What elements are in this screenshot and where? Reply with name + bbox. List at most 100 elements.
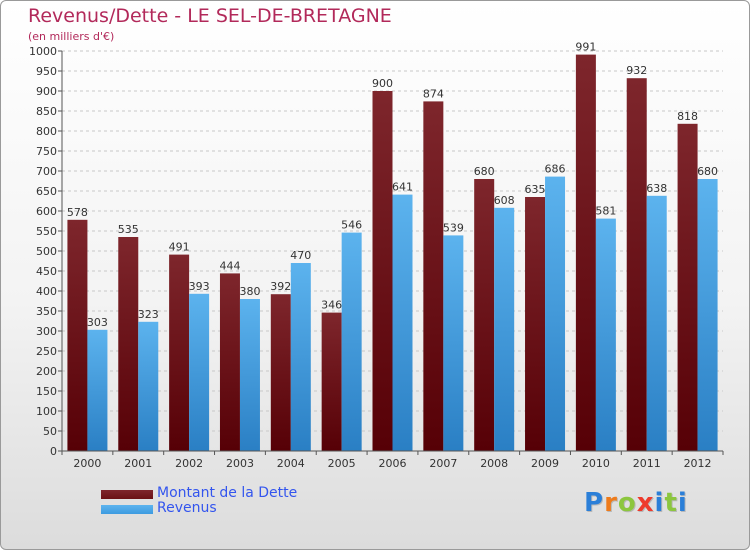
data-label-revenus: 303 <box>87 316 108 329</box>
y-tick-label: 800 <box>36 125 57 138</box>
legend-swatch-dette <box>101 490 153 499</box>
bar-dette <box>525 197 546 451</box>
data-label-dette: 635 <box>525 183 546 196</box>
data-label-revenus: 608 <box>494 194 515 207</box>
bar-chart: 0 50 100 150 200 250 300 350 400 450 500 550 600 650 7… <box>29 41 724 470</box>
chart-title: Revenus/Dette - LE SEL-DE-BRETAGNE <box>28 5 392 27</box>
bar-revenus <box>494 207 515 451</box>
data-label-dette: 991 <box>575 41 596 54</box>
x-tick-label: 2003 <box>226 457 254 470</box>
data-label-dette: 900 <box>372 77 393 90</box>
bar-dette <box>677 123 698 452</box>
x-tick-label: 2002 <box>175 457 203 470</box>
bar-revenus <box>87 329 108 451</box>
y-tick-label: 50 <box>43 425 57 438</box>
bar-revenus <box>697 179 718 451</box>
data-label-revenus: 581 <box>595 205 616 218</box>
y-tick-label: 150 <box>36 385 57 398</box>
data-label-dette: 680 <box>474 165 495 178</box>
logo-letter: r <box>604 488 618 518</box>
data-label-dette: 444 <box>219 259 240 272</box>
logo-letter: t <box>664 488 678 518</box>
data-label-dette: 578 <box>67 206 88 219</box>
data-label-dette: 535 <box>118 223 139 236</box>
y-tick-label: 750 <box>36 145 57 158</box>
x-tick-label: 2005 <box>328 457 356 470</box>
chart-subtitle: (en milliers d'€) <box>28 30 115 43</box>
y-tick-label: 350 <box>36 305 57 318</box>
bar-revenus <box>290 263 311 451</box>
bar-revenus <box>341 232 362 451</box>
logo-letter: x <box>636 488 655 518</box>
bar-dette <box>270 294 291 451</box>
x-tick-label: 2001 <box>124 457 152 470</box>
data-label-dette: 818 <box>677 110 698 123</box>
x-tick-label: 2012 <box>684 457 712 470</box>
data-labels: 578 303 535 323 491 393 444 380 392 470 346 546 900 6… <box>67 41 718 329</box>
x-tick-label: 2009 <box>531 457 559 470</box>
y-tick-label: 1000 <box>29 45 57 58</box>
data-label-dette: 491 <box>169 241 190 254</box>
legend-label-dette: Montant de la Dette <box>157 485 298 501</box>
y-tick-label: 850 <box>36 105 57 118</box>
y-tick-label: 700 <box>36 165 57 178</box>
bar-dette <box>169 254 190 451</box>
x-tick-label: 2010 <box>582 457 610 470</box>
y-tick-label: 0 <box>50 445 57 458</box>
logo-letter: P <box>584 488 605 518</box>
logo-letter: i <box>677 488 688 518</box>
bar-dette <box>575 54 596 451</box>
bar-dette <box>626 78 647 451</box>
data-label-revenus: 546 <box>341 219 362 232</box>
y-tick-label: 100 <box>36 405 57 418</box>
y-tick-label: 400 <box>36 285 57 298</box>
y-tick-label: 950 <box>36 65 57 78</box>
bar-revenus <box>392 194 413 451</box>
bar-dette <box>372 91 393 451</box>
data-label-revenus: 380 <box>239 285 260 298</box>
bar-dette <box>67 219 88 451</box>
x-tick-label: 2004 <box>277 457 305 470</box>
bar-dette <box>219 273 240 451</box>
bar-revenus <box>646 195 667 451</box>
bar-revenus <box>189 293 210 451</box>
y-tick-label: 250 <box>36 345 57 358</box>
x-tick-label: 2011 <box>633 457 661 470</box>
bar-dette <box>321 312 342 451</box>
y-tick-label: 600 <box>36 205 57 218</box>
logo-letter: i <box>654 488 665 518</box>
bar-dette <box>118 237 139 451</box>
x-tick-label: 2008 <box>480 457 508 470</box>
bar-revenus <box>239 299 260 451</box>
legend-label-revenus: Revenus <box>157 500 217 516</box>
x-axis-ticks: 2000 2001 2002 2003 2004 2005 2006 2007 2008 2009… <box>61 451 724 470</box>
y-tick-label: 550 <box>36 225 57 238</box>
bar-revenus <box>545 176 566 451</box>
data-label-dette: 874 <box>423 87 444 100</box>
y-tick-label: 500 <box>36 245 57 258</box>
data-label-revenus: 680 <box>697 165 718 178</box>
bar-dette <box>423 101 444 452</box>
data-label-revenus: 686 <box>545 163 566 176</box>
x-tick-label: 2006 <box>379 457 407 470</box>
data-label-dette: 346 <box>321 299 342 312</box>
x-tick-label: 2007 <box>429 457 457 470</box>
y-tick-label: 200 <box>36 365 57 378</box>
bar-revenus <box>443 235 464 451</box>
legend-swatch-revenus <box>101 505 153 514</box>
y-tick-label: 650 <box>36 185 57 198</box>
bar-revenus <box>595 218 616 451</box>
y-axis-ticks: 0 50 100 150 200 250 300 350 400 450 500 550 600 650 7… <box>29 45 62 458</box>
data-label-dette: 932 <box>626 64 647 77</box>
y-tick-label: 300 <box>36 325 57 338</box>
data-label-revenus: 323 <box>138 308 159 321</box>
data-label-revenus: 641 <box>392 181 413 194</box>
data-label-revenus: 393 <box>189 280 210 293</box>
data-label-revenus: 638 <box>646 182 667 195</box>
bar-dette <box>474 179 495 451</box>
data-label-revenus: 470 <box>290 249 311 262</box>
bar-revenus <box>138 321 159 451</box>
y-tick-label: 900 <box>36 85 57 98</box>
data-label-dette: 392 <box>270 280 291 293</box>
